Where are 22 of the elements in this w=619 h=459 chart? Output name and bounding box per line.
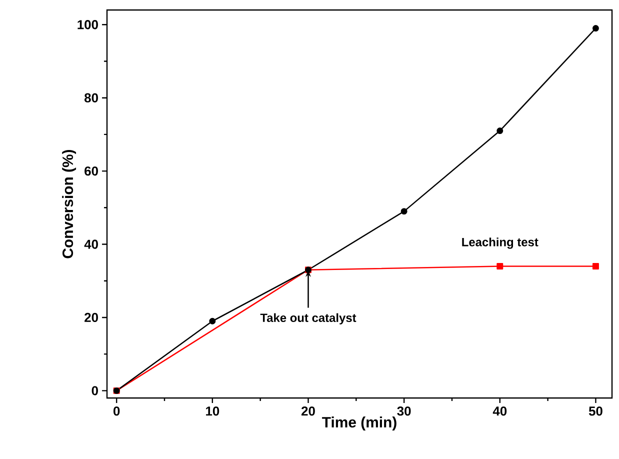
point (496, 128, 504, 134)
point (592, 262, 599, 270)
y-tick-label: 40 (84, 240, 98, 249)
x-tick-label: 10 (206, 406, 220, 416)
point (400, 208, 408, 215)
y-tick-label: 80 (84, 93, 98, 102)
point (592, 25, 599, 32)
x-tick-label: 20 (301, 406, 315, 416)
x-tick-label: 0 (114, 406, 120, 416)
x-axis-title: Time (min) (322, 416, 396, 430)
point (496, 262, 504, 270)
annotation: Take out catalyst (260, 313, 356, 324)
y-tick-label: 60 (84, 166, 98, 176)
point (209, 318, 216, 324)
y-tick-label: 0 (92, 386, 98, 396)
y-tick-label: 20 (84, 312, 98, 322)
x-tick-label: 50 (588, 406, 602, 416)
x-tick-label: 40 (492, 406, 507, 416)
y-tick-label: 100 (78, 20, 98, 30)
annotation: Leaching test (462, 238, 538, 249)
y-axis-title: Conversion (%) (62, 150, 76, 258)
x-tick-label: 30 (397, 406, 411, 416)
